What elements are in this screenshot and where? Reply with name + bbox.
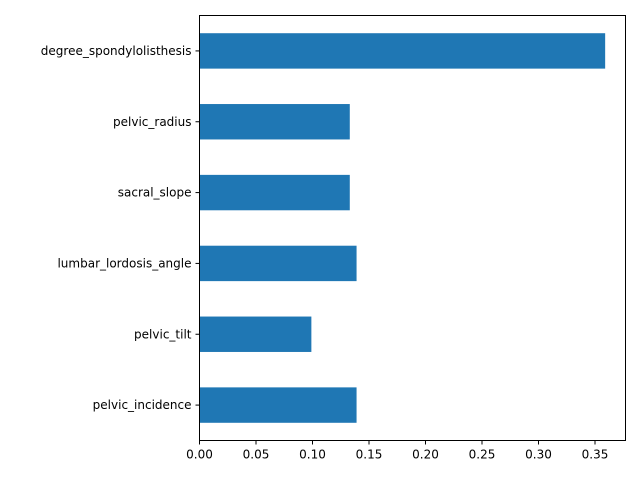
y-tick-label: pelvic_incidence: [93, 398, 192, 412]
x-tick-label: 0.35: [582, 448, 609, 462]
y-tick-label: sacral_slope: [118, 186, 192, 200]
x-tick-label: 0.25: [469, 448, 496, 462]
x-tick-label: 0.30: [525, 448, 552, 462]
x-tick-label: 0.00: [186, 448, 213, 462]
x-tick-label: 0.10: [299, 448, 326, 462]
y-axis: pelvic_incidence pelvic_tilt lumbar_lordos…: [41, 44, 200, 412]
y-tick-label: lumbar_lordosis_angle: [57, 256, 191, 270]
x-tick-label: 0.15: [356, 448, 383, 462]
bar-pelvic-radius: [199, 104, 350, 140]
y-tick-label: degree_spondylolisthesis: [41, 44, 192, 58]
bar-pelvic-incidence: [199, 387, 357, 423]
x-tick-label: 0.20: [412, 448, 439, 462]
bars-group: [199, 33, 606, 423]
y-tick-label: pelvic_radius: [113, 115, 191, 129]
bar-pelvic-tilt: [199, 316, 312, 352]
x-axis: 0.00 0.05 0.10 0.15 0.20 0.25 0.30 0.35: [186, 440, 609, 462]
bar-sacral-slope: [199, 174, 350, 211]
bar-degree-spondylolisthesis: [199, 33, 606, 69]
y-tick-label: pelvic_tilt: [134, 327, 192, 341]
plot-frame: [199, 15, 626, 441]
x-tick-label: 0.05: [243, 448, 270, 462]
bar-lumbar-lordosis-angle: [199, 245, 357, 282]
